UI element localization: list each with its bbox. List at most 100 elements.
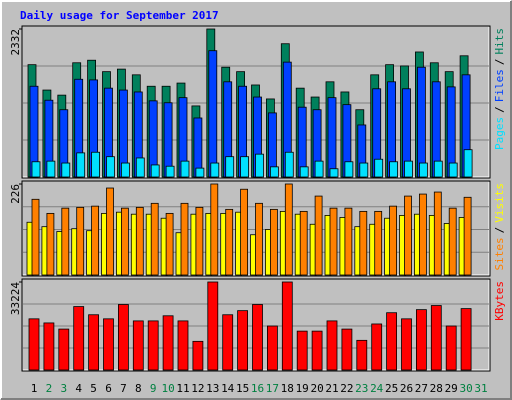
bar — [386, 312, 398, 371]
bar — [195, 206, 204, 276]
x-tick-label: 11 — [176, 382, 189, 395]
x-tick-label: 25 — [385, 382, 398, 395]
bar — [433, 160, 443, 178]
bar — [240, 188, 249, 276]
bar — [269, 166, 279, 178]
bar — [460, 308, 472, 371]
x-tick-label: 3 — [60, 382, 67, 395]
x-tick-label: 26 — [400, 382, 413, 395]
bar — [91, 205, 99, 276]
legend-entry: Sites — [493, 237, 506, 270]
x-tick-label: 31 — [474, 382, 487, 395]
legend: Sites / Visits — [493, 183, 506, 271]
bar — [165, 165, 175, 178]
bar — [314, 195, 323, 276]
bar — [329, 207, 338, 276]
bar — [463, 149, 473, 178]
bar — [76, 152, 86, 178]
legend-entry: KBytes — [493, 281, 506, 321]
bar — [180, 160, 190, 178]
x-tick-label: 19 — [296, 382, 309, 395]
bar — [132, 320, 144, 371]
bar — [311, 330, 323, 371]
bar — [448, 162, 458, 178]
bar — [401, 318, 412, 371]
x-tick-label: 7 — [120, 382, 127, 395]
bar — [76, 206, 85, 276]
bar — [61, 207, 70, 276]
bar — [177, 320, 189, 371]
x-tick-label: 5 — [90, 382, 97, 395]
legend-entry: Hits — [493, 28, 506, 55]
bar — [121, 207, 129, 276]
bar — [299, 166, 309, 178]
bar — [329, 168, 339, 178]
bar — [359, 210, 368, 276]
bar — [416, 66, 426, 178]
legend-entry: Files — [493, 69, 506, 102]
bar — [433, 191, 442, 276]
x-tick-label: 6 — [105, 382, 112, 395]
x-tick-label: 4 — [75, 382, 82, 395]
bar — [147, 320, 159, 371]
bar — [389, 205, 398, 276]
bar — [374, 210, 383, 276]
bar — [150, 164, 160, 178]
bar — [106, 187, 114, 276]
bar — [88, 314, 99, 371]
legend-entry: Pages — [493, 117, 506, 150]
bar — [103, 318, 114, 371]
bar — [269, 208, 278, 276]
bar — [356, 339, 368, 371]
bar — [404, 195, 412, 276]
x-tick-label: 29 — [445, 382, 458, 395]
bar — [415, 309, 427, 371]
bar — [341, 328, 353, 371]
bar — [463, 196, 472, 276]
legend-entry: Visits — [493, 183, 506, 223]
bar — [210, 183, 219, 276]
bar — [404, 160, 413, 178]
bar — [106, 156, 115, 178]
legend: Pages / Files / Hits — [493, 28, 506, 150]
x-tick-label: 28 — [430, 382, 443, 395]
bar — [31, 198, 40, 276]
x-tick-label: 27 — [415, 382, 428, 395]
x-tick-label: 1 — [31, 382, 38, 395]
legend-separator: / — [493, 59, 506, 66]
chart-title: Daily usage for September 2017 — [20, 9, 219, 22]
bar — [207, 281, 219, 371]
x-tick-label: 20 — [310, 382, 323, 395]
bar — [430, 305, 442, 371]
bar — [165, 212, 174, 276]
x-tick-label: 10 — [161, 382, 174, 395]
legend-separator: / — [493, 227, 506, 234]
bar — [61, 162, 71, 178]
y-tick-label: 226 — [9, 184, 22, 204]
bar — [344, 207, 353, 276]
bar — [314, 160, 324, 178]
legend: KBytes — [493, 281, 506, 321]
bar — [135, 206, 144, 276]
y-tick-label: 2332 — [9, 29, 22, 56]
bar — [281, 281, 293, 371]
bar — [284, 183, 293, 276]
bar — [418, 193, 427, 276]
x-tick-label: 12 — [191, 382, 204, 395]
x-tick-label: 14 — [221, 382, 235, 395]
x-tick-label: 23 — [355, 382, 368, 395]
x-tick-label: 30 — [459, 382, 472, 395]
bar — [445, 325, 457, 371]
bar — [326, 320, 338, 371]
bar — [284, 151, 294, 178]
bar — [240, 156, 250, 178]
bar — [237, 310, 249, 371]
bar — [299, 210, 308, 276]
bar — [208, 50, 218, 178]
bar — [374, 158, 384, 178]
bar — [46, 212, 55, 276]
legend-separator: / — [493, 106, 506, 113]
